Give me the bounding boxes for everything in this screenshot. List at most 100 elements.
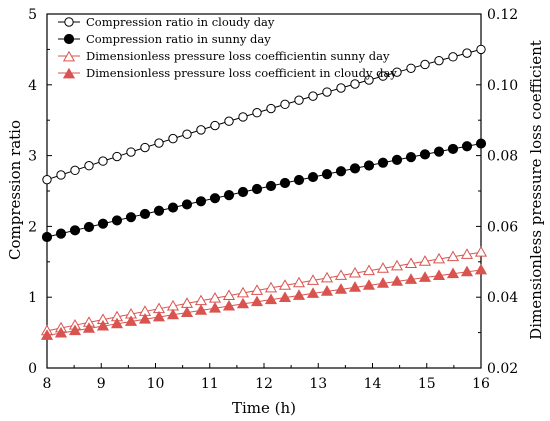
data-point — [322, 87, 332, 97]
data-point — [321, 169, 333, 180]
data-point — [264, 281, 278, 293]
x-tick-label: 13 — [309, 376, 327, 392]
data-point — [152, 310, 166, 322]
y-right-tick-label: 0.08 — [487, 149, 518, 165]
data-point — [307, 171, 319, 183]
y-right-tick-label: 0.04 — [487, 290, 518, 306]
data-point — [266, 103, 276, 114]
data-point — [306, 287, 320, 298]
data-point — [250, 295, 264, 307]
data-point — [210, 120, 220, 131]
data-point — [154, 138, 164, 148]
data-point — [82, 322, 96, 333]
data-point — [98, 156, 108, 166]
data-point — [418, 255, 432, 266]
data-point — [278, 279, 292, 290]
data-point — [125, 212, 137, 223]
data-point — [138, 313, 152, 324]
data-point — [278, 291, 292, 302]
data-point — [224, 116, 234, 126]
x-tick-label: 12 — [255, 376, 273, 392]
data-point — [432, 269, 446, 280]
y-right-tick-label: 0.02 — [487, 361, 518, 377]
data-point — [293, 174, 305, 186]
legend-marker — [63, 33, 75, 45]
x-tick-label: 16 — [472, 376, 490, 392]
legend-label: Dimensionless pressure loss coefficienti… — [86, 49, 390, 63]
data-point — [390, 275, 404, 286]
data-point — [475, 138, 487, 149]
y-left-tick-label: 5 — [28, 7, 37, 23]
data-point — [392, 67, 402, 77]
series-line — [46, 251, 482, 332]
data-point — [182, 129, 192, 139]
data-point — [55, 228, 67, 239]
data-point — [364, 75, 374, 85]
y-right-axis-label: Dimensionless pressure loss coefficient — [527, 40, 545, 340]
y-right-tick-label: 0.06 — [487, 219, 518, 235]
series-layer — [40, 44, 488, 340]
data-point — [447, 143, 459, 155]
data-point — [111, 215, 123, 226]
data-point — [334, 269, 348, 280]
y-right-tick-label: 0.10 — [487, 78, 518, 94]
x-tick-label: 8 — [43, 376, 52, 392]
data-point — [362, 279, 376, 290]
data-point — [406, 63, 416, 73]
data-point — [390, 259, 404, 271]
series-2 — [41, 138, 487, 243]
data-point — [348, 281, 362, 292]
data-point — [294, 95, 304, 105]
data-point — [279, 177, 291, 189]
data-point — [97, 218, 109, 229]
data-point — [139, 208, 151, 220]
data-point — [391, 154, 403, 166]
x-axis-label: Time (h) — [232, 399, 296, 417]
x-tick-label: 11 — [201, 376, 219, 392]
data-point — [348, 266, 362, 278]
y-right-tick-label: 0.12 — [487, 7, 518, 23]
data-point — [419, 149, 431, 160]
data-point — [69, 225, 81, 236]
legend-label: Compression ratio in cloudy day — [86, 15, 275, 29]
data-point — [195, 196, 207, 207]
x-tick-label: 14 — [364, 376, 382, 392]
data-point — [377, 157, 389, 168]
data-point — [56, 170, 66, 180]
data-point — [251, 183, 263, 195]
data-point — [446, 267, 460, 279]
x-axis-ticks: 8 9 10 11 12 13 14 15 16 — [43, 363, 490, 392]
data-point — [434, 55, 444, 66]
data-point — [153, 205, 165, 216]
y-left-tick-label: 4 — [28, 78, 37, 94]
data-point — [462, 48, 472, 58]
data-point — [223, 189, 235, 201]
data-point — [42, 174, 52, 185]
series-line — [46, 269, 482, 336]
data-point — [335, 166, 347, 177]
data-point — [209, 193, 221, 204]
data-point — [41, 231, 53, 243]
data-point — [208, 302, 222, 313]
data-point — [40, 329, 54, 340]
data-point — [404, 273, 418, 284]
data-point — [194, 304, 208, 315]
data-point — [474, 246, 488, 257]
legend-label: Dimensionless pressure loss coefficient … — [86, 66, 397, 80]
data-point — [404, 257, 418, 269]
data-point — [420, 59, 430, 70]
legend-marker — [62, 50, 76, 62]
data-point — [334, 283, 348, 294]
data-point — [292, 289, 306, 300]
data-point — [292, 276, 306, 288]
y-left-tick-label: 3 — [28, 149, 37, 165]
legend-marker — [62, 67, 76, 79]
x-tick-label: 15 — [418, 376, 436, 392]
data-point — [264, 293, 278, 305]
data-point — [168, 133, 178, 144]
data-point — [476, 44, 486, 55]
data-point — [140, 142, 150, 153]
data-point — [336, 83, 346, 93]
series-1 — [42, 44, 486, 185]
